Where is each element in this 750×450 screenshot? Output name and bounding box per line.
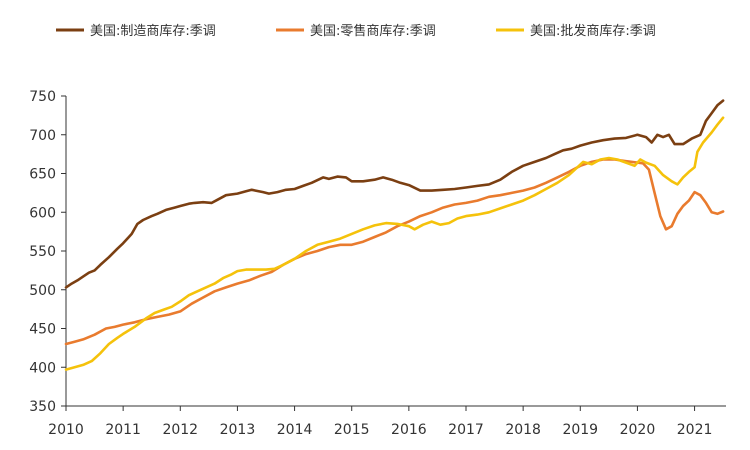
x-axis-ticks: 2010 2011 2012 2013 2014 2015 2016 2017 2018 2019… [48, 406, 712, 438]
x-tick-label: 2021 [677, 422, 713, 438]
y-tick-label: 350 [29, 399, 56, 415]
x-tick-label: 2017 [448, 422, 484, 438]
x-tick-label: 2014 [277, 422, 313, 438]
legend-label-manufacturer: 美国:制造商库存:季调 [90, 23, 216, 39]
legend-label-wholesaler: 美国:批发商库存:季调 [530, 23, 656, 39]
x-tick-label: 2012 [162, 422, 198, 438]
legend: 美国:制造商库存:季调 美国:零售商库存:季调 美国:批发商库存:季调 [56, 23, 656, 39]
x-tick-label: 2018 [505, 422, 541, 438]
x-tick-label: 2013 [220, 422, 256, 438]
series-line-manufacturer [64, 99, 725, 289]
x-tick-label: 2011 [105, 422, 141, 438]
y-tick-label: 600 [29, 205, 56, 221]
x-tick-label: 2020 [620, 422, 656, 438]
x-tick-label: 2016 [391, 422, 427, 438]
x-tick-label: 2019 [562, 422, 598, 438]
y-tick-label: 500 [29, 283, 56, 299]
series-lines [64, 99, 725, 371]
y-tick-label: 650 [29, 167, 56, 183]
x-tick-label: 2010 [48, 422, 84, 438]
y-tick-label: 550 [29, 244, 56, 260]
y-tick-label: 450 [29, 322, 56, 338]
x-tick-label: 2015 [334, 422, 370, 438]
y-tick-label: 700 [29, 128, 56, 144]
series-line-wholesaler [64, 116, 725, 371]
y-tick-label: 750 [29, 89, 56, 105]
series-line-retailer [64, 158, 725, 346]
legend-label-retailer: 美国:零售商库存:季调 [310, 23, 436, 39]
y-tick-label: 400 [29, 360, 56, 376]
y-axis-ticks: 350 400 450 500 550 600 650 700 750 [29, 89, 66, 415]
